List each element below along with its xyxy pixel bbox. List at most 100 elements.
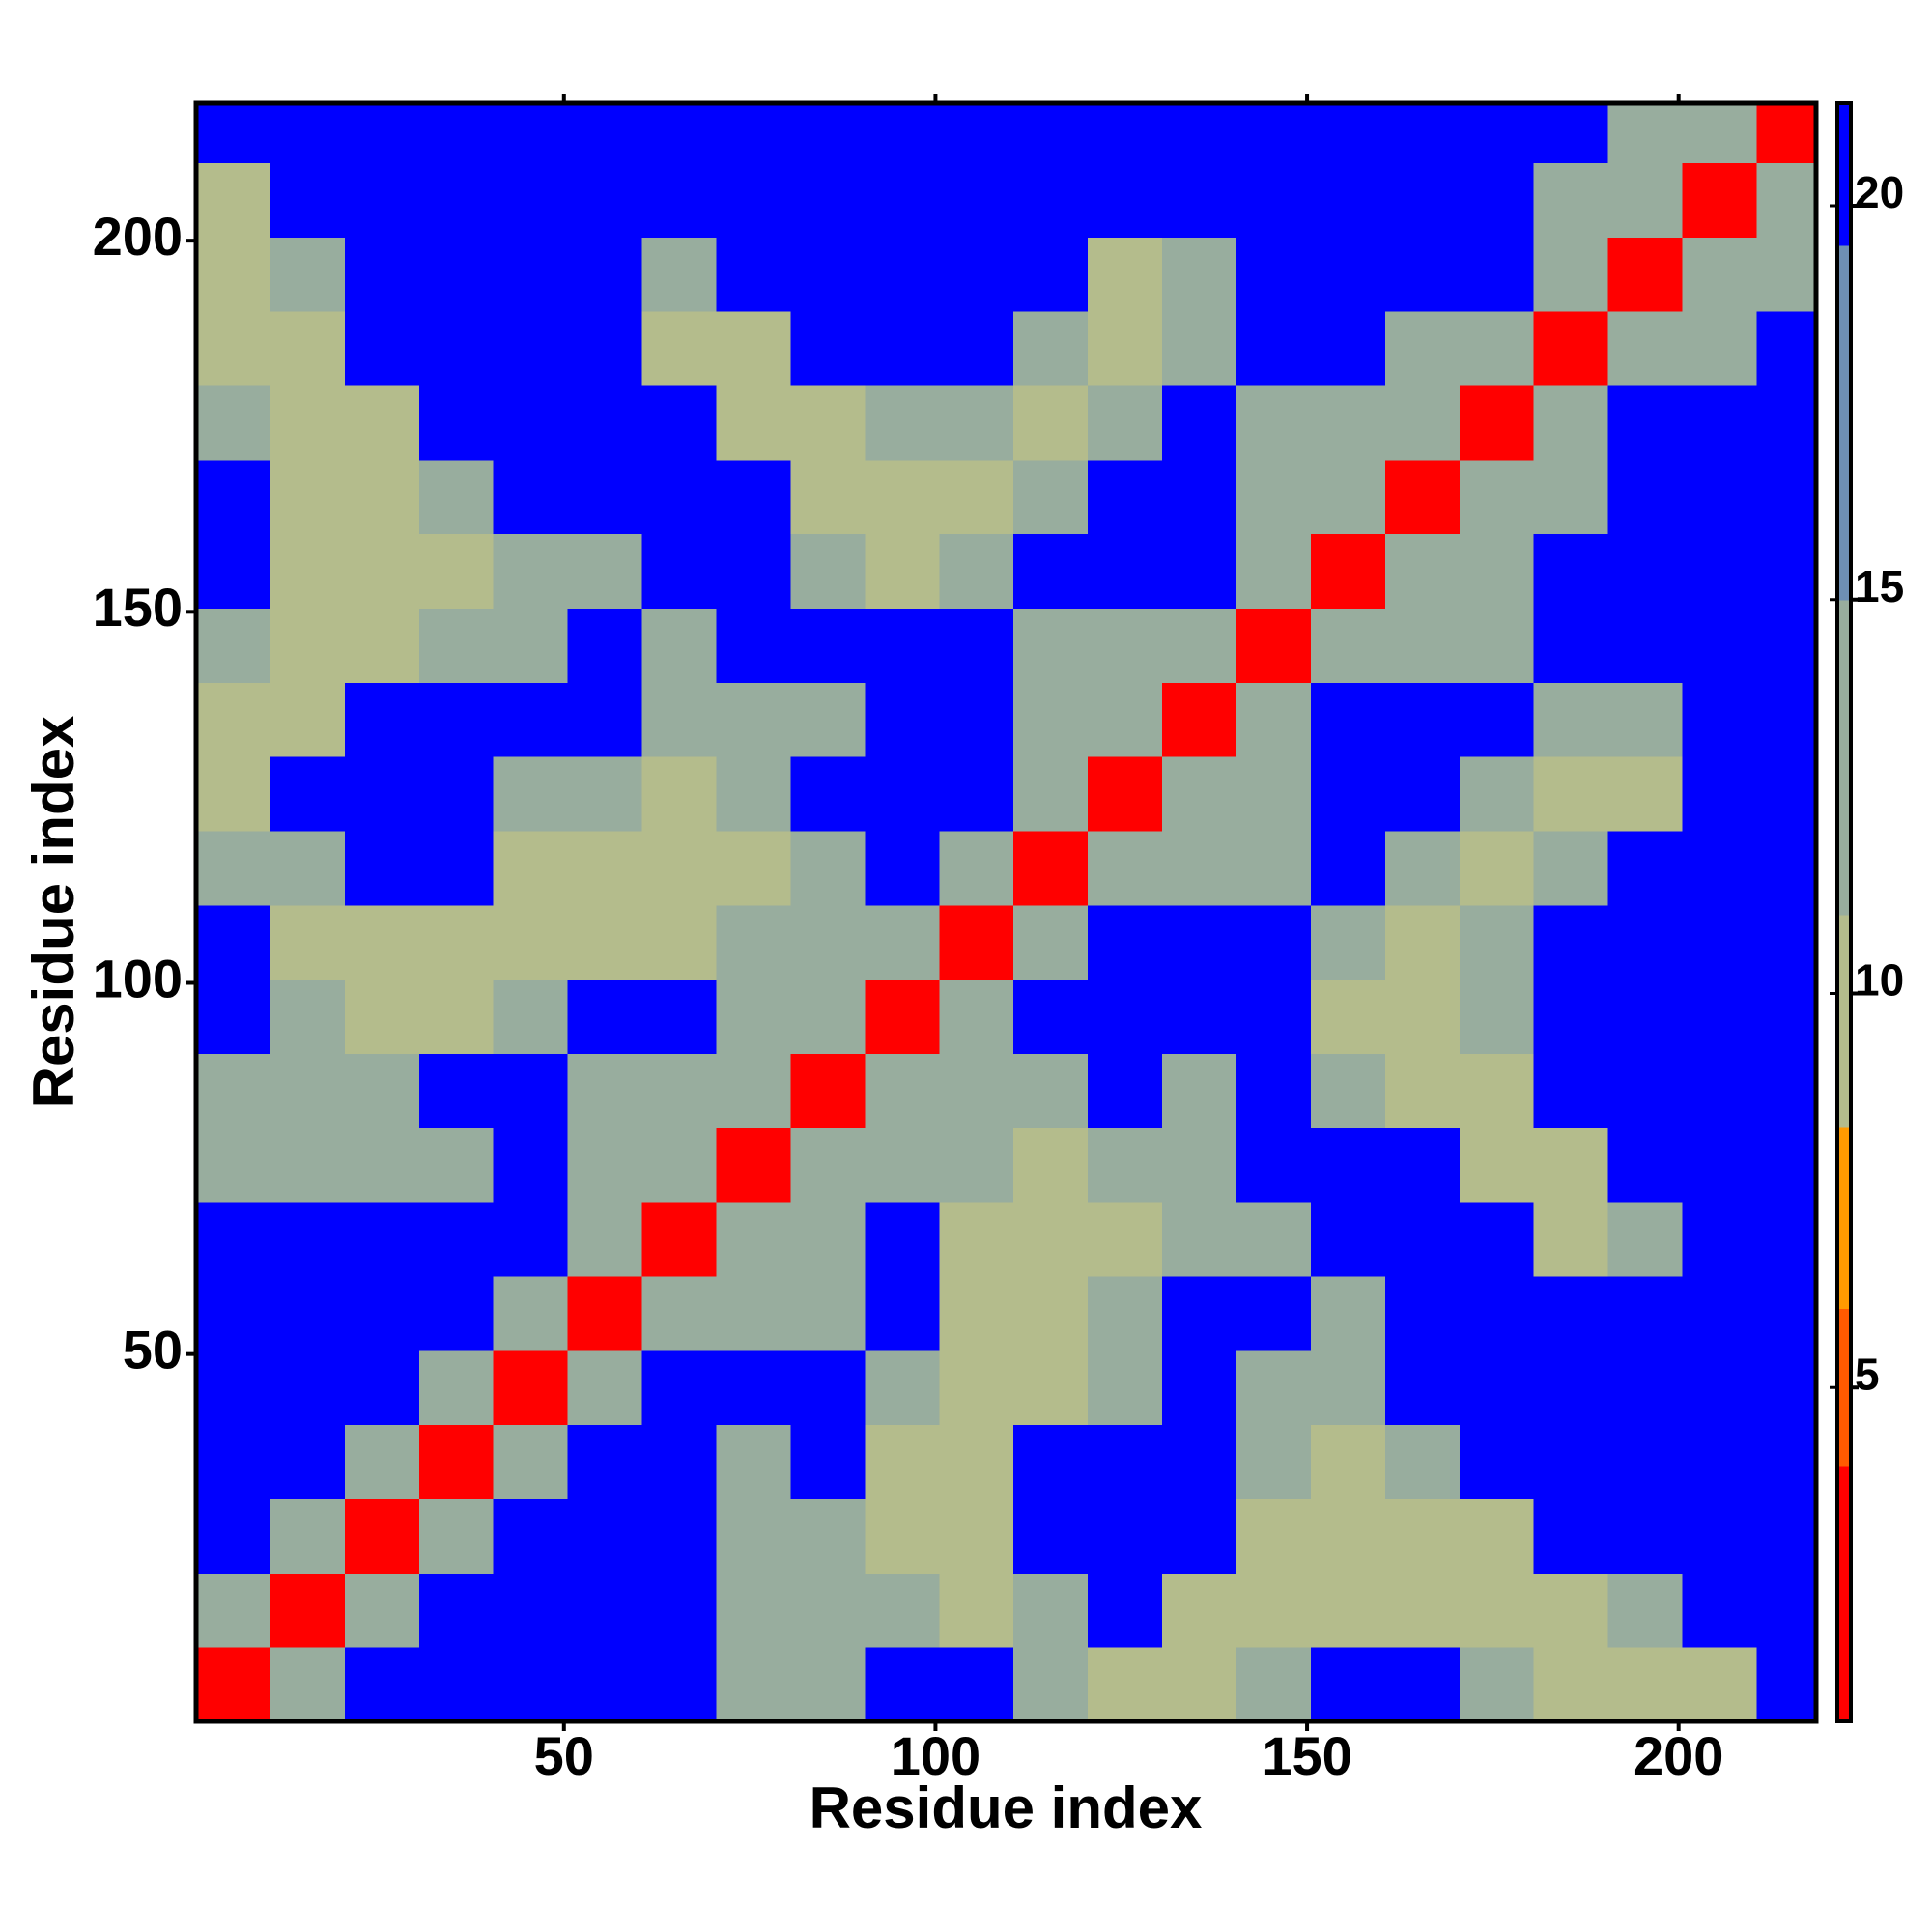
heatmap-cell xyxy=(1682,533,1757,609)
heatmap-cell xyxy=(1236,979,1312,1054)
heatmap-cell xyxy=(1236,682,1312,757)
heatmap-cell xyxy=(567,103,643,163)
heatmap-cell xyxy=(716,979,791,1054)
heatmap-cell xyxy=(1162,1498,1237,1574)
heatmap-cell xyxy=(865,384,940,461)
heatmap-cell xyxy=(418,830,495,906)
heatmap-cell xyxy=(270,1498,346,1574)
heatmap-cell xyxy=(1756,311,1817,386)
heatmap-cell xyxy=(641,1202,717,1277)
heatmap-cell xyxy=(1533,1053,1609,1128)
heatmap-cell xyxy=(1682,682,1757,757)
heatmap-cell xyxy=(1756,103,1817,163)
heatmap-cell xyxy=(939,1350,1014,1426)
heatmap-cell xyxy=(1384,1498,1461,1574)
heatmap-cell xyxy=(418,311,495,386)
colorbar-segment xyxy=(1837,244,1851,601)
heatmap-cell xyxy=(1013,162,1089,238)
heatmap-cell xyxy=(1236,311,1312,386)
heatmap-cell xyxy=(418,1202,495,1277)
heatmap-cell xyxy=(1607,1647,1684,1722)
heatmap-cell xyxy=(1236,1498,1312,1574)
heatmap-cell xyxy=(716,756,791,832)
heatmap-cell xyxy=(344,756,420,832)
heatmap-cell xyxy=(493,756,569,832)
heatmap-cell xyxy=(493,1647,569,1722)
heatmap-cell xyxy=(1088,1350,1163,1426)
heatmap-cell xyxy=(641,1573,717,1648)
heatmap-cell xyxy=(1310,162,1386,238)
heatmap-cell xyxy=(1607,459,1684,535)
heatmap-cell xyxy=(1088,1573,1163,1648)
heatmap-cell xyxy=(1236,384,1312,461)
heatmap-cell xyxy=(1236,533,1312,609)
heatmap-cell xyxy=(196,1424,271,1499)
heatmap-cell xyxy=(1088,1275,1163,1351)
heatmap-cell xyxy=(1756,682,1817,757)
heatmap-cell xyxy=(865,1202,940,1277)
heatmap-cell xyxy=(716,384,791,461)
heatmap-cell xyxy=(196,162,271,238)
heatmap-cell xyxy=(567,162,643,238)
heatmap-cell xyxy=(418,103,495,163)
heatmap-cell xyxy=(270,1127,346,1203)
heatmap-cell xyxy=(493,103,569,163)
heatmap-cell xyxy=(270,682,346,757)
heatmap-cell xyxy=(493,682,569,757)
heatmap-cell xyxy=(567,756,643,832)
heatmap-cell xyxy=(418,979,495,1054)
heatmap-cell xyxy=(641,533,717,609)
heatmap-cell xyxy=(1607,162,1684,238)
heatmap-cell xyxy=(493,1350,569,1426)
heatmap-cell xyxy=(1607,756,1684,832)
x-tick-label: 50 xyxy=(534,1725,594,1786)
heatmap-cell xyxy=(1162,1127,1237,1203)
heatmap-cell xyxy=(1607,237,1684,312)
heatmap-cell xyxy=(1459,1053,1535,1128)
heatmap-cell xyxy=(790,1275,866,1351)
heatmap-cell xyxy=(1310,830,1386,906)
heatmap-cell xyxy=(641,1424,717,1499)
heatmap-cell xyxy=(418,904,495,980)
heatmap-cell xyxy=(493,459,569,535)
heatmap-cell xyxy=(1682,904,1757,980)
heatmap-cell xyxy=(1384,1647,1461,1722)
heatmap-cell xyxy=(1682,608,1757,683)
heatmap-cell xyxy=(196,459,271,535)
heatmap-cell xyxy=(1459,1647,1535,1722)
heatmap-cell xyxy=(939,979,1014,1054)
heatmap-cell xyxy=(567,1053,643,1128)
colorbar-segment xyxy=(1837,914,1851,1128)
heatmap-cell xyxy=(865,1573,940,1648)
heatmap-cell xyxy=(1607,1127,1684,1203)
heatmap-cell xyxy=(1310,237,1386,312)
heatmap-cell xyxy=(865,979,940,1054)
heatmap-cell xyxy=(196,1573,271,1648)
heatmap-cell xyxy=(716,682,791,757)
heatmap-cell xyxy=(1236,237,1312,312)
heatmap-cell xyxy=(1459,162,1535,238)
heatmap-cell xyxy=(270,162,346,238)
heatmap-cell xyxy=(1756,162,1817,238)
heatmap-cell xyxy=(1088,1202,1163,1277)
heatmap-cell xyxy=(1682,237,1757,312)
heatmap-cell xyxy=(939,1127,1014,1203)
heatmap-cell xyxy=(270,384,346,461)
heatmap-cell xyxy=(1459,608,1535,683)
heatmap-cell xyxy=(1682,384,1757,461)
heatmap-cell xyxy=(641,756,717,832)
heatmap-cell xyxy=(1459,1275,1535,1351)
heatmap-cell xyxy=(196,830,271,906)
heatmap-cell xyxy=(418,1498,495,1574)
heatmap-cell xyxy=(1162,162,1237,238)
heatmap-cell xyxy=(1459,1424,1535,1499)
heatmap-cell xyxy=(790,533,866,609)
heatmap-cell xyxy=(270,1647,346,1722)
heatmap-cell xyxy=(1013,979,1089,1054)
heatmap-cell xyxy=(939,533,1014,609)
heatmap-cell xyxy=(344,1498,420,1574)
heatmap-cell xyxy=(1162,830,1237,906)
colorbar-segment xyxy=(1837,103,1851,246)
heatmap-cell xyxy=(1310,682,1386,757)
